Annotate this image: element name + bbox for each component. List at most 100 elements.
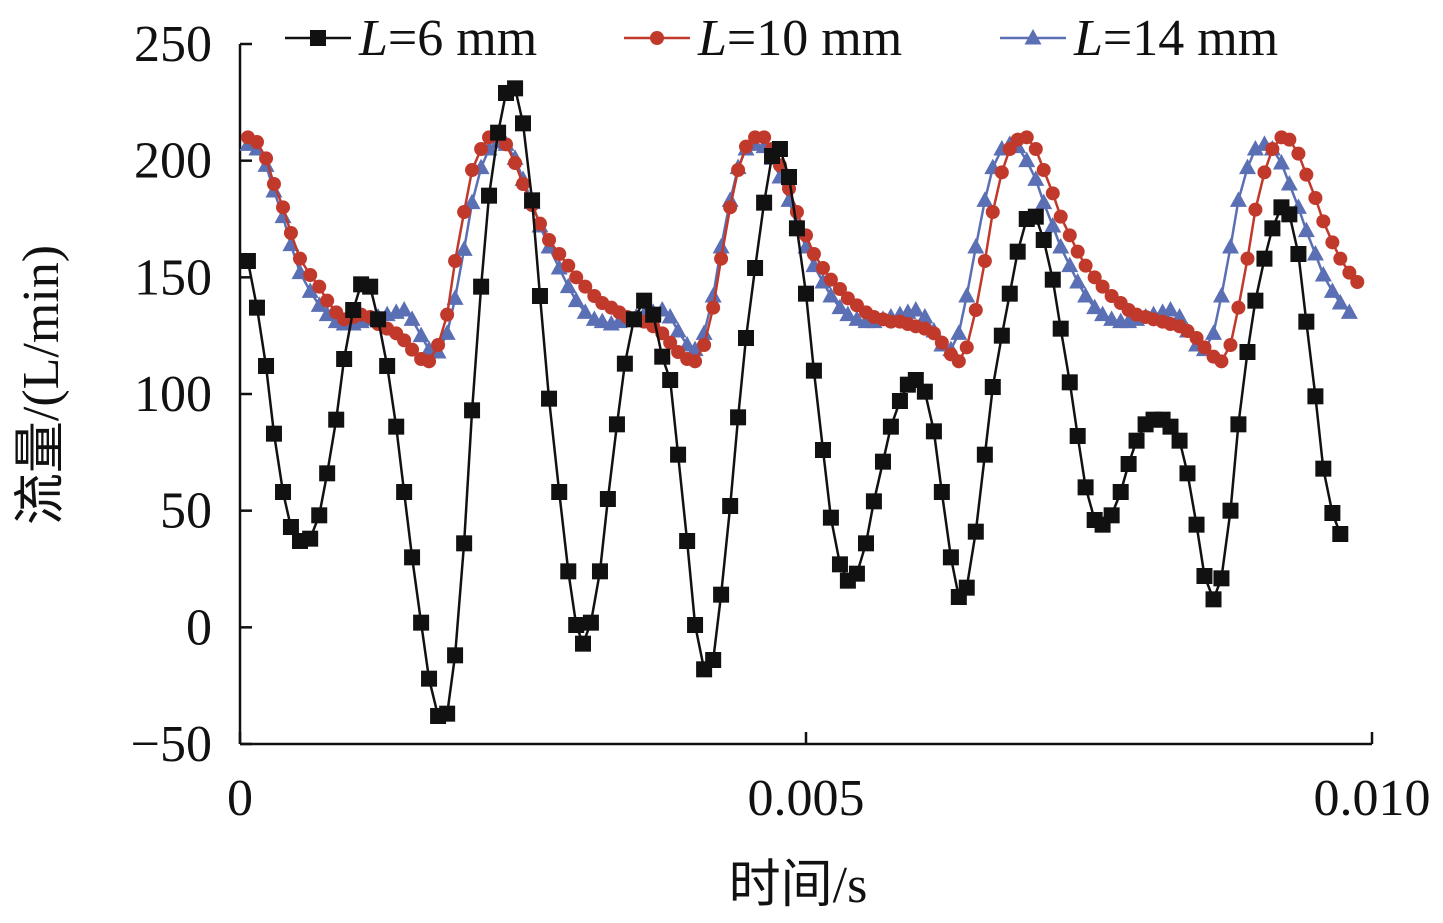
data-point (282, 519, 299, 535)
data-point (319, 465, 336, 482)
data-point (805, 362, 822, 379)
data-point (303, 268, 318, 282)
data-point (1078, 258, 1093, 273)
data-point (951, 354, 966, 369)
data-point (328, 411, 345, 428)
data-point (1306, 245, 1324, 261)
data-point (1162, 418, 1179, 435)
data-point (967, 523, 984, 540)
data-point (1205, 324, 1223, 340)
legend-marker (1024, 29, 1042, 45)
data-point (421, 670, 438, 687)
legend-label: L=6 mm (358, 10, 537, 67)
data-point (448, 254, 463, 268)
legend-marker (310, 30, 326, 46)
data-point (1053, 209, 1068, 224)
data-point (688, 354, 703, 369)
data-point (1019, 130, 1034, 145)
data-point (446, 289, 464, 305)
data-point (395, 301, 413, 317)
data-point (456, 535, 473, 552)
data-point (1171, 432, 1188, 449)
data-point (599, 491, 616, 507)
data-point (1061, 374, 1078, 391)
data-point (568, 617, 585, 633)
y-tick-label: −50 (131, 716, 212, 773)
data-point (379, 358, 396, 374)
data-point (976, 446, 993, 463)
data-point (687, 617, 704, 633)
data-point (679, 533, 696, 549)
data-point (1070, 244, 1085, 259)
data-point (320, 293, 335, 308)
data-point (976, 191, 994, 207)
data-point (1264, 220, 1281, 237)
data-point (815, 261, 830, 275)
data-point (266, 177, 281, 191)
x-tick-label: 0 (227, 770, 253, 827)
data-point (1120, 456, 1137, 472)
data-point (697, 338, 712, 352)
data-point (1052, 320, 1069, 337)
data-point (771, 141, 788, 157)
data-point (292, 251, 307, 266)
data-point (730, 409, 747, 426)
data-point (1036, 163, 1051, 177)
data-point (249, 135, 264, 149)
data-point (712, 238, 730, 254)
data-point (569, 270, 584, 285)
data-point (508, 156, 523, 170)
series-0 (239, 80, 1349, 724)
data-point (1095, 279, 1110, 294)
data-point (413, 614, 430, 631)
data-point (439, 705, 456, 722)
data-point (670, 446, 687, 463)
data-point (431, 338, 446, 352)
data-point (1248, 202, 1263, 217)
data-point (738, 330, 755, 346)
data-point (1350, 275, 1365, 289)
y-ticks: −50 0 50 100 150 200 250 (131, 16, 252, 773)
data-point (1246, 140, 1264, 156)
data-point (1035, 232, 1052, 248)
data-point (1222, 238, 1239, 254)
data-point (662, 372, 679, 388)
data-point (1044, 217, 1062, 233)
y-tick-label: 250 (134, 16, 212, 73)
data-point (1212, 287, 1230, 303)
data-point (789, 205, 804, 219)
data-point (302, 530, 319, 547)
data-point (440, 307, 455, 322)
data-point (248, 299, 265, 316)
data-point (1052, 238, 1070, 254)
y-tick-label: 200 (134, 133, 212, 190)
data-point (950, 324, 968, 340)
legend-item-0: L=6 mm (285, 10, 537, 67)
data-point (831, 556, 848, 573)
data-point (1112, 484, 1129, 500)
data-point (661, 308, 679, 324)
data-point (1223, 338, 1238, 352)
data-point (490, 124, 507, 141)
legend-item-1: L=10 mm (624, 10, 902, 67)
data-point (1272, 154, 1290, 170)
data-point (654, 348, 671, 365)
data-point (958, 287, 976, 303)
data-point (1196, 568, 1213, 584)
data-point (259, 151, 274, 166)
data-point (882, 418, 899, 435)
legend-item-2: L=14 mm (1000, 10, 1278, 67)
data-point (1162, 301, 1180, 317)
data-point (695, 324, 713, 340)
data-point (403, 310, 421, 326)
data-point (591, 563, 608, 580)
data-point (848, 565, 865, 582)
data-point (473, 278, 490, 295)
data-point (1086, 298, 1104, 315)
data-point (1247, 292, 1264, 309)
data-point (1061, 256, 1079, 273)
data-point (1001, 285, 1018, 302)
data-point (942, 549, 959, 566)
data-point (345, 302, 362, 318)
